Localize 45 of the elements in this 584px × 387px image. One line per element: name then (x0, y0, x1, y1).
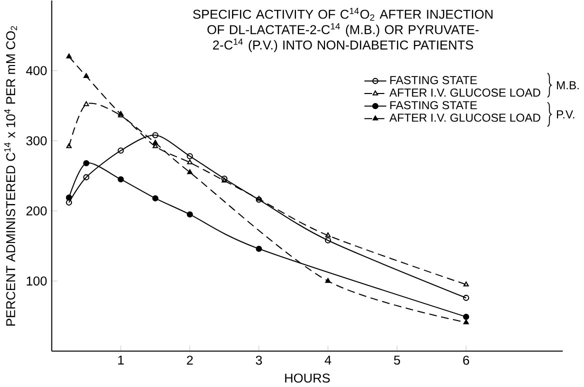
point (463, 314, 470, 320)
annotation: P.V. (556, 110, 574, 118)
point (83, 160, 90, 166)
y-tick-label: 100 (26, 276, 47, 286)
point (152, 132, 158, 138)
legend-label: AFTER I.V. GLUCOSE LOAD (389, 88, 540, 97)
point (118, 148, 124, 154)
point (256, 196, 262, 203)
point (222, 178, 228, 183)
point (325, 278, 331, 283)
x-tick-label: 2 (186, 356, 193, 365)
y-tick-label: 400 (26, 66, 47, 76)
legend-label: AFTER I.V. GLUCOSE LOAD (389, 114, 540, 122)
y-tick-label: 300 (26, 136, 47, 146)
x-tick-label: 1 (118, 356, 124, 365)
x-tick-label: 6 (463, 356, 470, 365)
x-tick-label: 3 (256, 356, 262, 365)
point (84, 73, 89, 78)
y-axis-title: PERCENT ADMINISTERED C$^{14}$ x 10$^{4}$ PER mM CO$_{2}$ (4, 26, 18, 326)
point (463, 319, 469, 324)
x-tick-label: 5 (394, 356, 400, 365)
point (66, 194, 72, 201)
annotation: M.B. (556, 81, 579, 90)
point (324, 237, 332, 244)
point (256, 246, 262, 252)
y-tick-label: 200 (26, 206, 47, 216)
point (221, 176, 228, 182)
chart-title: SPECIFIC ACTIVITY OF C$^{14}$O$_{2}$ AFTER INJECTION OF DL-LACTATE-2-C$^{14}$ (M.B.) OR PYRUVATE-2-C$^{14}$ (P.V.) INTO NON-DIABETIC PATIENTS (193, 8, 492, 52)
legend-label: FASTING STATE (390, 101, 477, 110)
point (152, 140, 158, 145)
point (66, 143, 72, 148)
point (152, 195, 158, 202)
point (187, 169, 193, 174)
x-tick-label: 4 (324, 356, 332, 365)
point (187, 159, 193, 164)
point (186, 153, 193, 160)
point (463, 282, 469, 286)
point (84, 101, 89, 106)
legend-label: FASTING STATE (390, 76, 477, 84)
point (118, 176, 124, 182)
point (66, 54, 72, 58)
point (186, 211, 193, 218)
point (83, 174, 90, 180)
x-axis-title: HOURS (285, 374, 330, 383)
point (325, 232, 331, 238)
